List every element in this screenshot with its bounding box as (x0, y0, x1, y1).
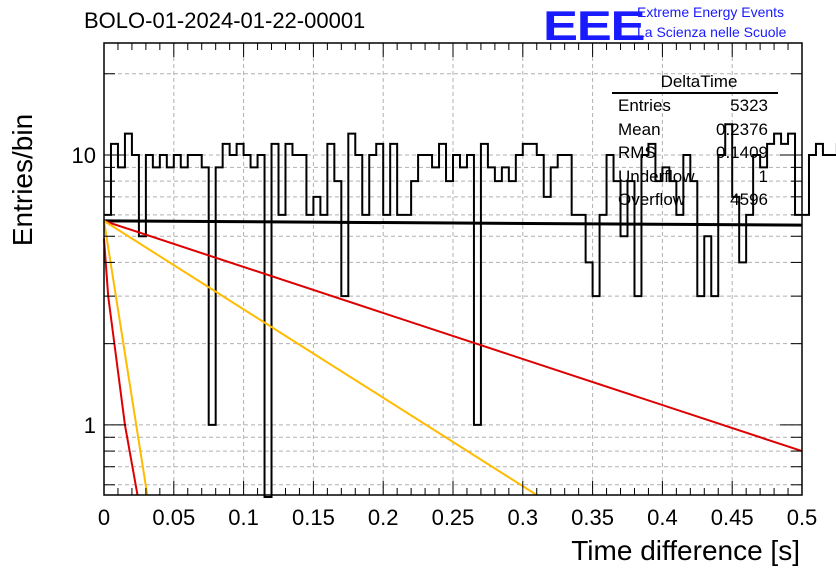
logo-line-1: Extreme Energy Events (637, 4, 785, 20)
x-tick-label: 0.45 (711, 505, 754, 530)
histogram (104, 123, 836, 498)
fit-curve (103, 219, 803, 227)
stats-label: Underflow (618, 166, 695, 186)
stats-value: 4596 (730, 190, 768, 209)
x-tick-label: 0.1 (228, 505, 259, 530)
fit-curve (103, 238, 139, 496)
axis-ticks (103, 43, 803, 495)
x-tick-label: 0.5 (787, 505, 818, 530)
x-tick-label: 0.4 (647, 505, 678, 530)
stats-label: Mean (618, 119, 661, 139)
fit-curve (103, 220, 149, 496)
eee-logo: EEE (543, 2, 646, 49)
x-tick-label: 0 (98, 505, 110, 530)
y-axis-label: Entries/bin (7, 114, 38, 246)
histogram-steps (104, 123, 836, 498)
x-tick-label: 0.35 (571, 505, 614, 530)
x-tick-label: 0.15 (292, 505, 335, 530)
page-title: BOLO-01-2024-01-22-00001 (84, 8, 366, 33)
stats-label: Entries (618, 96, 671, 115)
stats-row-rms: RMS 0.1409 (612, 141, 778, 165)
stats-box: DeltaTime Entries 5323 Mean 0.2376 RMS 0… (612, 72, 778, 212)
tick-labels: 0 0.05 0.1 0.15 0.2 0.25 0.3 0.35 0.4 0.45 0.5 1 10 (72, 143, 818, 530)
stats-label: RMS (618, 143, 656, 162)
x-tick-label: 0.2 (368, 505, 399, 530)
x-tick-label: 0.3 (508, 505, 539, 530)
x-axis-label: Time difference [s] (571, 535, 800, 566)
x-tick-label: 0.25 (432, 505, 475, 530)
y-tick-label: 1 (84, 413, 96, 438)
stats-row-mean: Mean 0.2376 (612, 118, 778, 142)
stats-value: 0.1409 (716, 143, 768, 162)
stats-value: 0.2376 (716, 119, 768, 139)
stats-label: Overflow (618, 190, 686, 209)
stats-value: 5323 (730, 96, 768, 115)
y-tick-label: 10 (72, 143, 96, 168)
x-tick-label: 0.05 (152, 505, 195, 530)
fit-curves (103, 219, 803, 496)
stats-row-entries: Entries 5323 (612, 94, 778, 118)
logo-line-2: La Scienza nelle Scuole (637, 24, 787, 40)
stats-row-underflow: Underflow 1 (612, 165, 778, 189)
stats-box-name: DeltaTime (612, 72, 778, 94)
fit-curve (103, 220, 538, 496)
stats-value: 1 (758, 166, 768, 186)
fit-curve (103, 219, 803, 453)
stats-row-overflow: Overflow 4596 (612, 188, 778, 212)
